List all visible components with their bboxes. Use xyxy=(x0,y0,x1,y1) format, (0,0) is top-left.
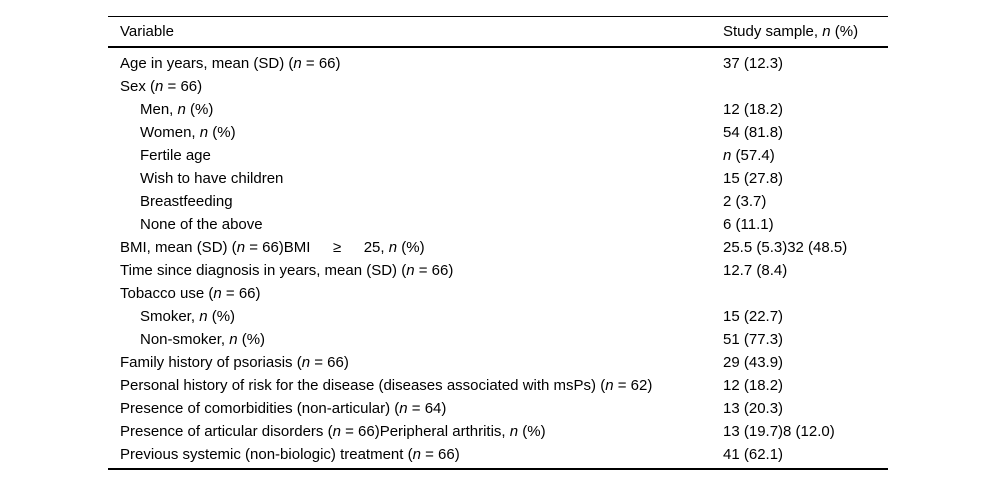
variable-cell: Fertile age xyxy=(140,147,211,164)
table-row: Age in years, mean (SD) (n = 66) 37 (12.3… xyxy=(108,52,888,75)
value-cell: 25.5 (5.3)32 (48.5) xyxy=(723,239,848,256)
table-row: Presence of articular disorders (n = 66)… xyxy=(108,420,888,443)
value-cell: 15 (22.7) xyxy=(723,308,784,325)
variable-cell: Women, n (%) xyxy=(140,124,236,141)
table-row: Breastfeeding 2 (3.7) xyxy=(108,190,888,213)
variable-cell: Tobacco use (n = 66) xyxy=(120,285,261,302)
table-body: Age in years, mean (SD) (n = 66) 37 (12.3… xyxy=(108,48,888,470)
variable-cell: Men, n (%) xyxy=(140,101,214,118)
variable-cell: Presence of comorbidities (non-articular… xyxy=(120,400,447,417)
variable-cell: Presence of articular disorders (n = 66)… xyxy=(120,423,546,440)
table-row: Women, n (%) 54 (81.8) xyxy=(108,121,888,144)
variable-cell: Breastfeeding xyxy=(140,193,233,210)
value-cell: 41 (62.1) xyxy=(723,446,784,463)
variable-cell: Family history of psoriasis (n = 66) xyxy=(120,354,349,371)
value-cell: 15 (27.8) xyxy=(723,170,784,187)
value-cell: 54 (81.8) xyxy=(723,124,784,141)
variable-cell: None of the above xyxy=(140,216,263,233)
value-cell: 51 (77.3) xyxy=(723,331,784,348)
value-cell: n (57.4) xyxy=(723,147,775,164)
value-cell: 12.7 (8.4) xyxy=(723,262,788,279)
table-header-row: Variable Study sample, n (%) xyxy=(108,16,888,48)
variable-cell: Smoker, n (%) xyxy=(140,308,236,325)
study-sample-table: Variable Study sample, n (%) Age in year… xyxy=(108,16,888,470)
table-row: Fertile age n (57.4) xyxy=(108,144,888,167)
value-cell: 29 (43.9) xyxy=(723,354,784,371)
variable-cell: Age in years, mean (SD) (n = 66) xyxy=(120,55,341,72)
value-cell: 13 (19.7)8 (12.0) xyxy=(723,423,835,440)
table-row: Sex (n = 66) xyxy=(108,75,888,98)
variable-cell: Previous systemic (non-biologic) treatme… xyxy=(120,446,460,463)
table-row: BMI, mean (SD) (n = 66)BMI ≥ 25, n (%) 25… xyxy=(108,236,888,259)
table-row: Wish to have children 15 (27.8) xyxy=(108,167,888,190)
variable-cell: Wish to have children xyxy=(140,170,284,187)
variable-cell: Personal history of risk for the disease… xyxy=(120,377,653,394)
table-row: Previous systemic (non-biologic) treatme… xyxy=(108,443,888,466)
variable-cell: BMI, mean (SD) (n = 66)BMI ≥ 25, n (%) xyxy=(120,239,425,256)
value-cell: 12 (18.2) xyxy=(723,377,784,394)
value-cell: 2 (3.7) xyxy=(723,193,767,210)
value-cell: 37 (12.3) xyxy=(723,55,784,72)
variable-cell: Non-smoker, n (%) xyxy=(140,331,266,348)
table-row: Presence of comorbidities (non-articular… xyxy=(108,397,888,420)
table-row: Men, n (%) 12 (18.2) xyxy=(108,98,888,121)
table-row: Time since diagnosis in years, mean (SD)… xyxy=(108,259,888,282)
column-header-variable: Variable xyxy=(120,23,174,40)
value-cell: 12 (18.2) xyxy=(723,101,784,118)
variable-cell: Time since diagnosis in years, mean (SD)… xyxy=(120,262,454,279)
table-row: Tobacco use (n = 66) xyxy=(108,282,888,305)
variable-cell: Sex (n = 66) xyxy=(120,78,203,95)
table-row: Personal history of risk for the disease… xyxy=(108,374,888,397)
table-row: Smoker, n (%) 15 (22.7) xyxy=(108,305,888,328)
column-header-study-sample: Study sample, n (%) xyxy=(723,23,859,40)
table-row: None of the above 6 (11.1) xyxy=(108,213,888,236)
value-cell: 13 (20.3) xyxy=(723,400,784,417)
table-row: Family history of psoriasis (n = 66) 29 (… xyxy=(108,351,888,374)
value-cell: 6 (11.1) xyxy=(723,216,774,233)
table-row: Non-smoker, n (%) 51 (77.3) xyxy=(108,328,888,351)
